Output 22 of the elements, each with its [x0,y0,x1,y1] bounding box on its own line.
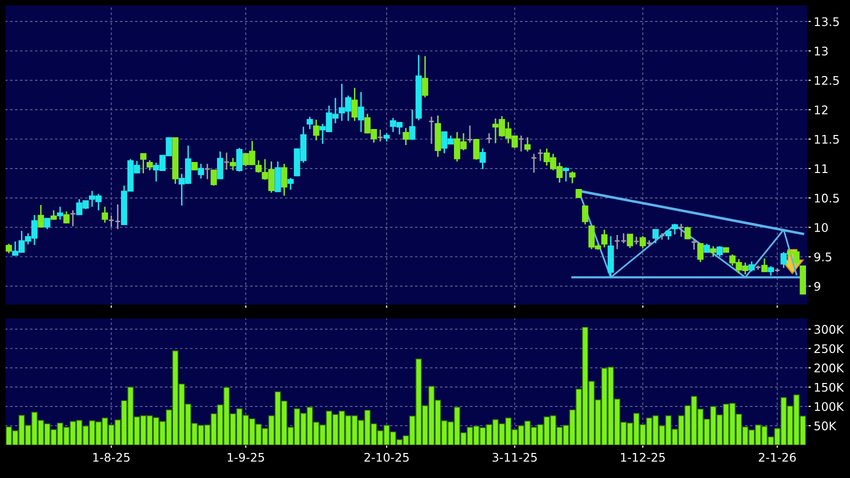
y-tick-label: 9.5 [814,252,832,262]
y-tick-label: 9 [814,282,820,291]
y-tick-label: 50K [814,421,837,430]
y-tick-label: 13 [814,46,828,56]
x-tick-label: 2-1-26 [758,452,796,462]
y-tick-label: 100K [814,402,844,412]
x-tick-label: 1-12-25 [621,452,665,462]
x-tick-label: 1-8-25 [93,452,130,462]
y-tick-label: 10 [814,223,828,232]
y-tick-label: 250K [814,344,844,354]
x-tick-label: 2-10-25 [364,452,409,462]
y-tick-label: 12.5 [814,76,839,85]
y-tick-label: 10.5 [814,194,839,203]
y-tick-label: 11.5 [814,134,839,144]
y-tick-label: 300K [814,324,844,334]
y-tick-label: 12 [814,105,828,114]
y-tick-label: 13.5 [814,17,839,26]
y-tick-label: 150K [814,382,844,392]
y-tick-label: 11 [814,164,828,174]
x-tick-label: 3-11-25 [492,452,537,462]
x-tick-label: 1-9-25 [228,452,264,462]
y-tick-label: 200K [814,364,844,372]
